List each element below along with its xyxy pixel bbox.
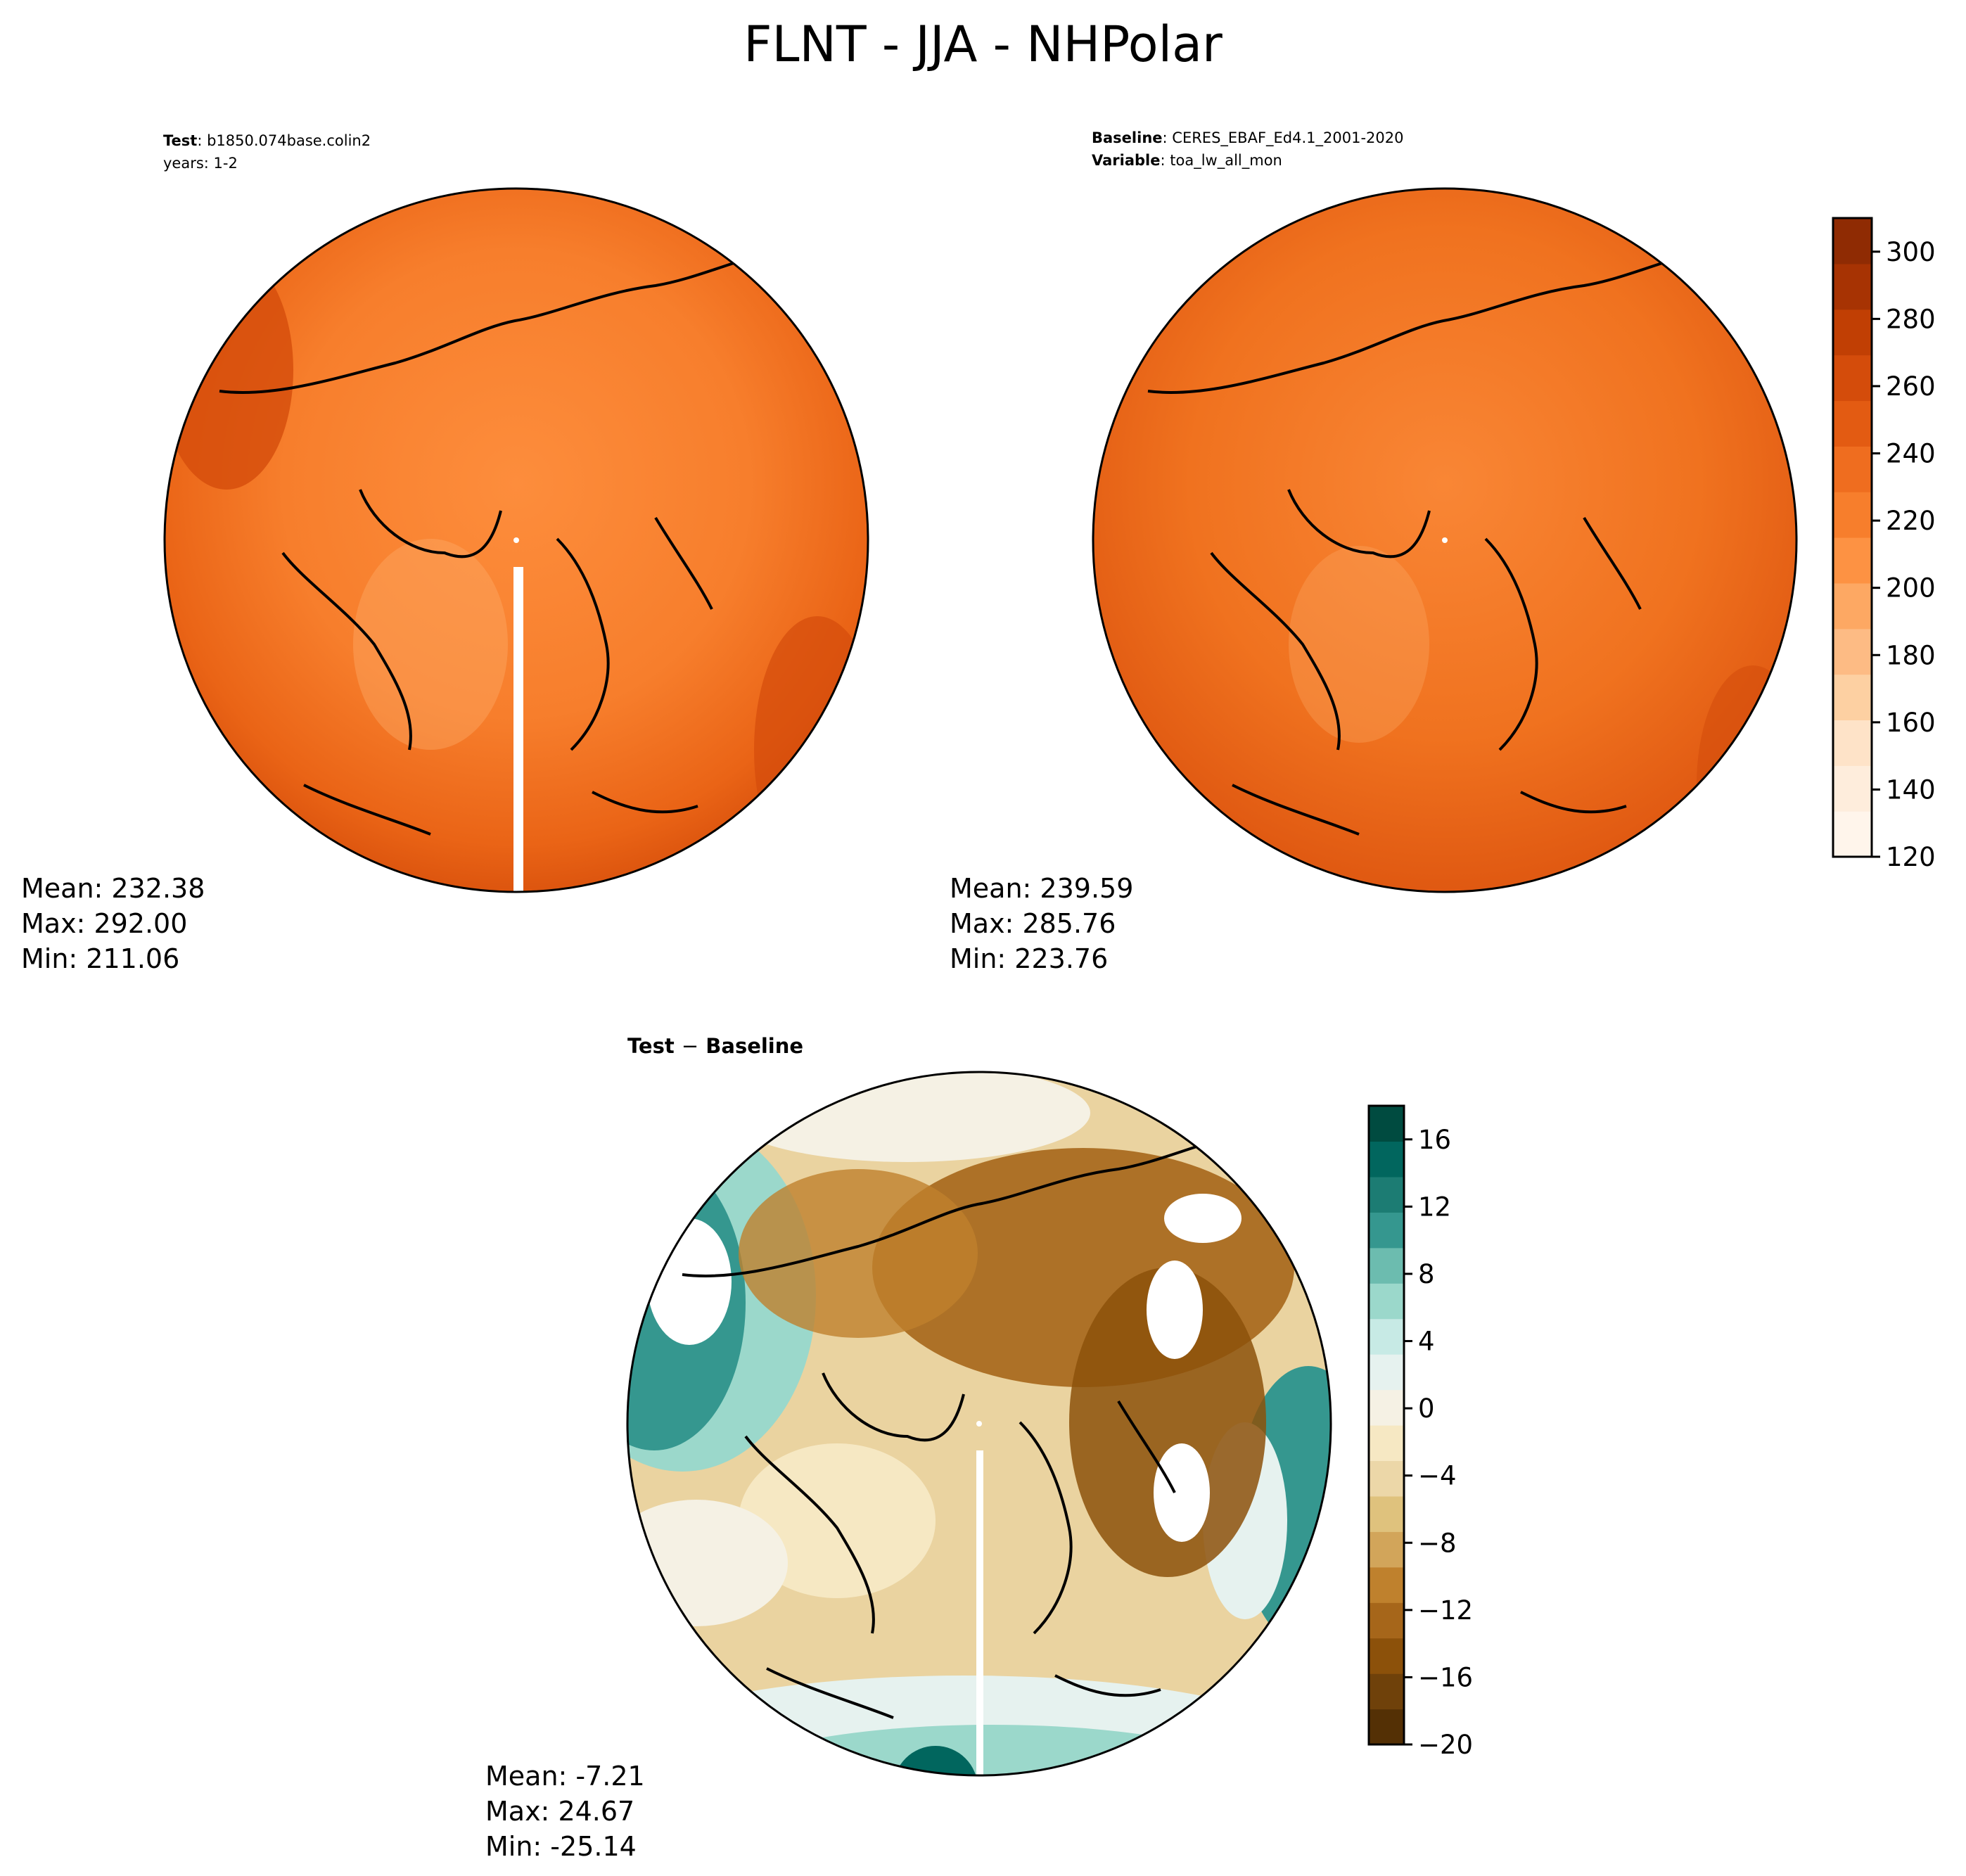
main-colorbar-band [1833, 582, 1872, 630]
test-min: Min: 211.06 [21, 943, 180, 974]
main-colorbar-tick-label: 160 [1886, 708, 1936, 738]
diff-colorbar-tick-label: −12 [1418, 1595, 1473, 1626]
main-colorbar-tick-label: 140 [1886, 774, 1936, 805]
diff-mean: Mean: -7.21 [485, 1761, 645, 1792]
diff-colorbar-band [1369, 1212, 1404, 1249]
test-years: years: 1-2 [163, 155, 238, 172]
diff-colorbar-band [1369, 1566, 1404, 1603]
diff-colorbar-tick-label: −16 [1418, 1662, 1473, 1692]
diff-colorbar-band [1369, 1638, 1404, 1674]
variable-label-key: Variable [1092, 152, 1161, 169]
diff-min: Min: -25.14 [485, 1831, 637, 1862]
diff-colorbar-tick-label: 0 [1418, 1393, 1435, 1424]
baseline-label-value: CERES_EBAF_Ed4.1_2001-2020 [1172, 129, 1404, 146]
variable-label-value: toa_lw_all_mon [1170, 152, 1282, 169]
baseline-max: Max: 285.76 [950, 908, 1116, 939]
test-label-value: b1850.074base.colin2 [207, 132, 371, 149]
test-max: Max: 292.00 [21, 908, 188, 939]
main-colorbar-band [1833, 765, 1872, 812]
diff-colorbar-band [1369, 1247, 1404, 1284]
diff-colorbar-tick-label: 16 [1418, 1125, 1451, 1155]
main-colorbar-frame [1832, 217, 1873, 858]
diff-colorbar-band [1369, 1389, 1404, 1426]
diff-colorbar-frame [1367, 1104, 1405, 1746]
pole-marker [513, 537, 519, 543]
pole-marker [976, 1421, 982, 1427]
diff-colorbar-band [1369, 1176, 1404, 1213]
diff-colorbar-band [1369, 1283, 1404, 1320]
diff-colorbar-band [1369, 1709, 1404, 1745]
main-colorbar-tick-label: 120 [1886, 842, 1936, 872]
main-colorbar-band [1833, 811, 1872, 857]
diff-title-baseline: Baseline [706, 1034, 804, 1058]
baseline-mean: Mean: 239.59 [950, 873, 1134, 904]
diff-colorbar-band [1369, 1495, 1404, 1532]
test-stats: Mean: 232.38 Max: 292.00 Min: 211.06 [21, 871, 205, 976]
diff-stats: Mean: -7.21 Max: 24.67 Min: -25.14 [485, 1759, 645, 1864]
main-colorbar-band [1833, 720, 1872, 766]
main-colorbar-tick-label: 280 [1886, 304, 1936, 334]
main-colorbar-band [1833, 446, 1872, 492]
test-mean: Mean: 232.38 [21, 873, 205, 904]
diff-colorbar-band [1369, 1425, 1404, 1462]
main-colorbar-band [1833, 355, 1872, 402]
diff-colorbar-band [1369, 1460, 1404, 1497]
diff-colorbar-tick-label: 4 [1418, 1327, 1435, 1357]
missing-data-wedge [513, 567, 523, 892]
main-colorbar-tick-label: 180 [1886, 640, 1936, 670]
test-label-key: Test [163, 132, 198, 149]
main-colorbar-tick-label: 220 [1886, 506, 1936, 536]
main-colorbar-tick-label: 260 [1886, 371, 1936, 402]
coastlines [682, 1132, 1246, 1719]
baseline-min: Min: 223.76 [950, 943, 1109, 974]
main-colorbar-band [1833, 309, 1872, 356]
main-colorbar-band [1833, 263, 1872, 310]
diff-colorbar-tick-label: −8 [1418, 1528, 1457, 1558]
main-colorbar-tick-label: 300 [1886, 237, 1936, 267]
diff-colorbar-band [1369, 1141, 1404, 1178]
diff-max: Max: 24.67 [485, 1796, 635, 1827]
diff-colorbar-band [1369, 1673, 1404, 1710]
test-map-boundary [163, 187, 869, 893]
diff-colorbar-band [1369, 1602, 1404, 1639]
diff-colorbar-band [1369, 1318, 1404, 1355]
diff-panel-title: Test − Baseline [627, 1034, 803, 1058]
baseline-stats: Mean: 239.59 Max: 285.76 Min: 223.76 [950, 871, 1133, 976]
diff-colorbar-tick-label: −4 [1418, 1461, 1457, 1491]
difference-map [626, 1071, 1332, 1777]
pole-marker [1442, 537, 1448, 543]
diff-colorbar-band [1369, 1354, 1404, 1391]
main-colorbar-tick-label: 240 [1886, 439, 1936, 469]
coastlines [1147, 249, 1711, 836]
baseline-map-boundary [1092, 187, 1798, 893]
main-colorbar-band [1833, 218, 1872, 264]
test-panel-header: Test: b1850.074base.colin2 years: 1-2 [163, 129, 371, 174]
main-colorbar-band [1833, 628, 1872, 675]
diff-map-boundary [626, 1071, 1332, 1777]
diff-title-sep: − [681, 1034, 699, 1058]
diff-colorbar-tick-label: 8 [1418, 1259, 1435, 1289]
test-map [163, 187, 869, 893]
diff-colorbar-tick-label: 12 [1418, 1192, 1451, 1222]
baseline-label-key: Baseline [1092, 129, 1163, 146]
diff-colorbar: −20 −16 −12 −8 −4 0 4 8 12 16 [1367, 1104, 1473, 1760]
main-colorbar-band [1833, 492, 1872, 538]
diff-colorbar-band [1369, 1106, 1404, 1142]
main-colorbar-band [1833, 400, 1872, 447]
figure-title: FLNT - JJA - NHPolar [743, 15, 1223, 73]
baseline-map [1092, 187, 1798, 893]
diff-colorbar-tick-label: −20 [1418, 1730, 1473, 1760]
coastlines [219, 249, 783, 836]
missing-data-wedge [976, 1450, 983, 1775]
main-colorbar-band [1833, 537, 1872, 584]
main-colorbar-tick-label: 200 [1886, 573, 1936, 604]
main-colorbar-band [1833, 674, 1872, 721]
diff-title-test: Test [627, 1034, 675, 1058]
diff-colorbar-band [1369, 1531, 1404, 1568]
main-colorbar: 120 140 160 180 200 220 240 260 280 300 [1832, 217, 1936, 872]
baseline-panel-header: Baseline: CERES_EBAF_Ed4.1_2001-2020 Var… [1092, 129, 1404, 169]
